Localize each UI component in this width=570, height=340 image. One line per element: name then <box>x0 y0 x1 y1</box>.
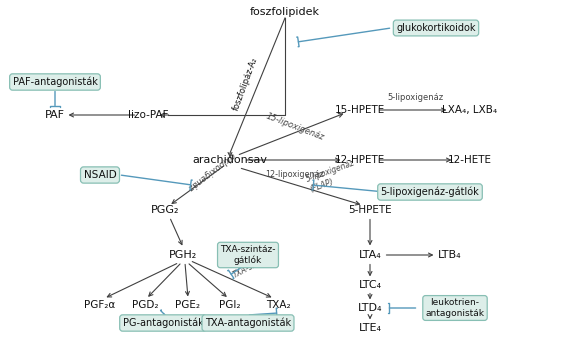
Text: LTD₄: LTD₄ <box>358 303 382 313</box>
Text: PGH₂: PGH₂ <box>169 250 197 260</box>
Text: 12-HETE: 12-HETE <box>448 155 492 165</box>
Text: arachidonsav: arachidonsav <box>193 155 267 165</box>
Text: foszfolipáz-A₂: foszfolipáz-A₂ <box>231 56 259 113</box>
Text: TXA-szintáz: TXA-szintáz <box>231 251 275 280</box>
Text: glukokortikoidok: glukokortikoidok <box>396 23 476 33</box>
Text: PG-antagonisták: PG-antagonisták <box>123 318 203 328</box>
Text: LTE₄: LTE₄ <box>359 323 381 333</box>
Text: 5-lipoxigenáz
(FLAP): 5-lipoxigenáz (FLAP) <box>305 159 360 194</box>
Text: PAF: PAF <box>45 110 65 120</box>
Text: ciklooxigenáz: ciklooxigenáz <box>185 150 237 192</box>
Text: TXA₂: TXA₂ <box>266 300 290 310</box>
Text: LTC₄: LTC₄ <box>359 280 381 290</box>
Text: 12-HPETE: 12-HPETE <box>335 155 385 165</box>
Text: 5-HPETE: 5-HPETE <box>348 205 392 215</box>
Text: NSAID: NSAID <box>84 170 116 180</box>
Text: LTB₄: LTB₄ <box>438 250 462 260</box>
Text: PGG₂: PGG₂ <box>150 205 179 215</box>
Text: TXA-szintáz-
gátlók: TXA-szintáz- gátlók <box>220 245 276 265</box>
Text: PGI₂: PGI₂ <box>219 300 241 310</box>
Text: 15-lipoxigenáz: 15-lipoxigenáz <box>264 112 325 142</box>
Text: PGE₂: PGE₂ <box>176 300 201 310</box>
Text: 12-lipoxigenáz: 12-lipoxigenáz <box>266 170 324 179</box>
Text: foszfolipidek: foszfolipidek <box>250 7 320 17</box>
Text: lizo-PAF: lizo-PAF <box>128 110 168 120</box>
Text: leukotrien-
antagonisták: leukotrien- antagonisták <box>425 298 484 318</box>
Text: PAF-antagonisták: PAF-antagonisták <box>13 77 97 87</box>
Text: PGF₂α: PGF₂α <box>84 300 116 310</box>
Text: PGD₂: PGD₂ <box>132 300 158 310</box>
Text: LXA₄, LXB₄: LXA₄, LXB₄ <box>442 105 498 115</box>
Text: 15-HPETE: 15-HPETE <box>335 105 385 115</box>
Text: TXA-antagonisták: TXA-antagonisták <box>205 318 291 328</box>
Text: 5-lipoxigenáz-gátlók: 5-lipoxigenáz-gátlók <box>381 187 479 197</box>
Text: LTA₄: LTA₄ <box>359 250 381 260</box>
Text: 5-lipoxigenáz: 5-lipoxigenáz <box>387 93 443 102</box>
